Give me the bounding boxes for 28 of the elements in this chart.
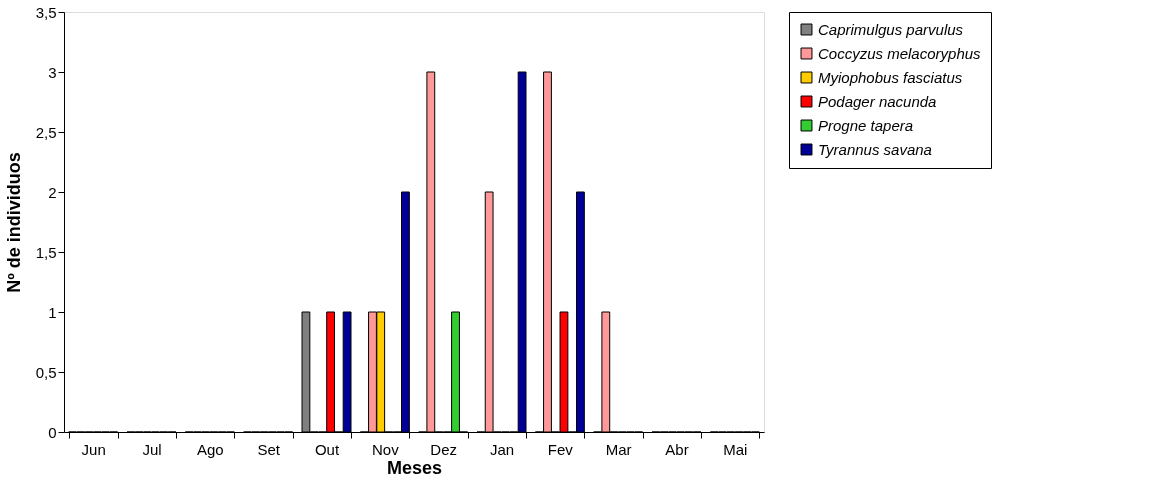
x-tick-label: Jan bbox=[489, 440, 515, 458]
x-tick-label: Set bbox=[257, 440, 281, 458]
x-tick-label: Jun bbox=[81, 440, 106, 458]
y-tick-label: 0,5 bbox=[35, 363, 57, 381]
y-tick-label: 2 bbox=[48, 183, 57, 201]
x-tick-label: Jul bbox=[142, 440, 162, 458]
x-tick-label: Dez bbox=[430, 440, 458, 458]
legend-label: Progne tapera bbox=[818, 116, 914, 134]
y-tick-label: 1,5 bbox=[35, 243, 57, 261]
legend-label: Coccyzus melacoryphus bbox=[818, 44, 982, 62]
x-tick-label: Abr bbox=[665, 440, 689, 458]
x-axis-title: Meses bbox=[386, 457, 443, 478]
x-tick-label: Mai bbox=[723, 440, 748, 458]
y-tick-label: 3,5 bbox=[35, 3, 57, 21]
x-tick-label: Out bbox=[314, 440, 340, 458]
legend-label: Podager nacunda bbox=[818, 92, 937, 110]
y-axis-title: Nº de individuos bbox=[3, 152, 24, 293]
x-tick-label: Nov bbox=[371, 440, 400, 458]
y-tick-label: 3 bbox=[48, 63, 57, 81]
legend-label: Myiophobus fasciatus bbox=[818, 68, 963, 86]
y-tick-label: 2,5 bbox=[35, 123, 57, 141]
y-tick-label: 0 bbox=[48, 423, 57, 441]
x-tick-label: Ago bbox=[196, 440, 224, 458]
legend-label: Tyrannus savana bbox=[818, 140, 932, 158]
y-tick-label: 1 bbox=[48, 303, 57, 321]
x-tick-label: Fev bbox=[547, 440, 574, 458]
legend-label: Caprimulgus parvulus bbox=[818, 20, 964, 38]
x-tick-label: Mar bbox=[605, 440, 632, 458]
